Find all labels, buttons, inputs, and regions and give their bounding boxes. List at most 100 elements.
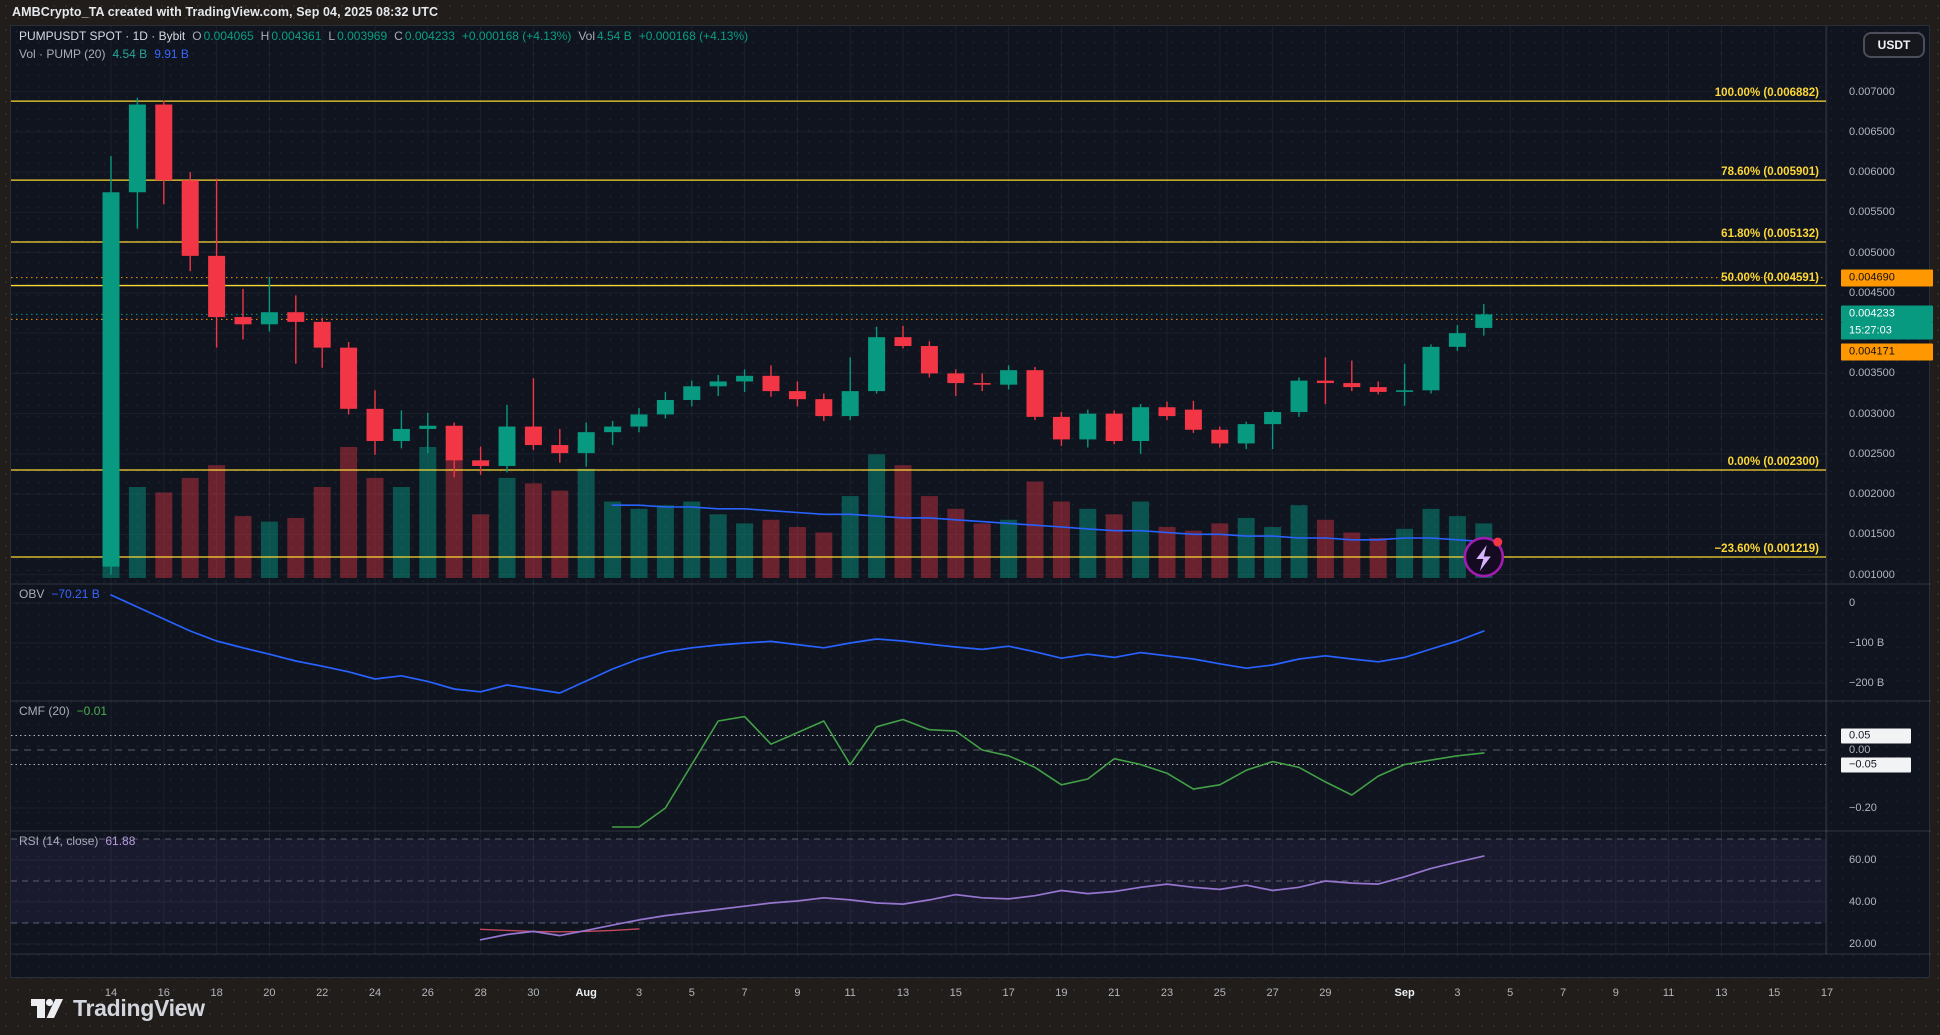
rsi-tick-label[interactable]: 20.00	[1849, 938, 1877, 950]
legend-item: Vol	[578, 29, 595, 43]
volume-bar	[366, 477, 384, 578]
fib-level-label: 61.80% (0.005132)	[1721, 228, 1819, 241]
candle-body	[1264, 412, 1282, 425]
candle-body	[1000, 370, 1018, 385]
x-axis-date-label[interactable]: 15	[949, 987, 962, 999]
price-tick-label[interactable]: 0.004500	[1849, 286, 1895, 299]
candle-body	[1052, 416, 1070, 440]
obv-line	[110, 594, 1485, 694]
x-axis-date-label[interactable]: 7	[1559, 987, 1567, 999]
volume-bar	[340, 446, 358, 578]
volume-bar	[287, 517, 305, 578]
x-axis-date-label[interactable]: 17	[1002, 987, 1015, 999]
price-tick-label[interactable]: 0.007000	[1849, 85, 1895, 98]
legend-item: PUMPUSDT SPOT · 1D · Bybit	[19, 29, 186, 43]
candle-body	[1422, 346, 1440, 391]
candle-body	[1105, 413, 1123, 442]
candle-body	[1237, 424, 1255, 444]
price-tick-label[interactable]: 0.003500	[1849, 367, 1895, 380]
price-tick-label[interactable]: 0.002500	[1849, 447, 1895, 460]
alert-lightning-icon[interactable]	[1463, 536, 1505, 578]
last-price-label[interactable]: 0.004233	[1841, 305, 1933, 323]
legend-item: O	[192, 29, 202, 43]
x-axis-date-label[interactable]: 26	[421, 987, 434, 999]
x-axis-date-label[interactable]: 14	[104, 987, 118, 999]
chart-canvas[interactable]	[11, 26, 1931, 979]
x-axis-date-label[interactable]: 5	[1507, 987, 1514, 999]
volume-bar	[788, 527, 806, 578]
x-axis-date-label[interactable]: Sep	[1394, 987, 1415, 999]
x-axis-date-label[interactable]: 20	[263, 987, 276, 999]
x-axis-date-label[interactable]: 28	[474, 987, 487, 999]
fib-level-label: 78.60% (0.005901)	[1721, 166, 1819, 179]
x-axis-date-label[interactable]: 17	[1820, 987, 1834, 999]
x-axis-date-label[interactable]: 23	[1160, 987, 1174, 999]
volume-bar	[1000, 519, 1018, 578]
legend-item: −0.01	[76, 704, 108, 718]
volume-bar	[604, 501, 622, 578]
obv-tick-label[interactable]: −100 B	[1849, 637, 1885, 649]
x-axis-date-label[interactable]: 22	[316, 987, 329, 999]
volume-bar	[920, 496, 938, 578]
rsi-tick-label[interactable]: 40.00	[1849, 896, 1877, 908]
price-tick-label[interactable]: 0.006000	[1849, 166, 1895, 179]
x-axis-date-label[interactable]: 24	[368, 987, 382, 999]
x-axis-date-label[interactable]: 30	[527, 987, 540, 999]
legend-item: 0.004233	[404, 29, 455, 43]
cmf-tick-label[interactable]: −0.20	[1849, 802, 1877, 814]
x-axis-date-label[interactable]: 27	[1266, 987, 1279, 999]
legend-item: C	[394, 29, 403, 43]
x-axis-date-label[interactable]: 13	[896, 987, 910, 999]
candle-body	[419, 425, 437, 429]
volume-bar	[577, 468, 595, 578]
volume-bar	[656, 505, 674, 578]
x-axis-date-label[interactable]: 3	[1454, 987, 1461, 999]
legend-item: 61.88	[105, 834, 136, 848]
tradingview-logo-icon	[31, 998, 63, 1018]
candle-body	[1026, 370, 1044, 417]
rsi-tick-label[interactable]: 60.00	[1849, 854, 1877, 866]
x-axis-date-label[interactable]: 5	[688, 987, 695, 999]
price-tick-label[interactable]: 0.006500	[1849, 125, 1895, 138]
price-tick-label[interactable]: 0.001500	[1849, 528, 1895, 541]
price-tick-label[interactable]: 0.002000	[1849, 488, 1895, 501]
candle-body	[841, 391, 859, 417]
x-axis-date-label[interactable]: 13	[1715, 987, 1728, 999]
candle-body	[260, 312, 278, 325]
x-axis-date-label[interactable]: 9	[794, 987, 801, 999]
tradingview-footer[interactable]: TradingView	[30, 992, 205, 1024]
alert-price-label[interactable]: 0.004171	[1841, 343, 1933, 361]
currency-toggle-button[interactable]: USDT	[1863, 32, 1925, 58]
candle-body	[762, 375, 780, 392]
candle-body	[524, 426, 542, 446]
volume-bar	[1290, 505, 1308, 578]
x-axis-date-label[interactable]: 11	[844, 987, 856, 999]
obv-tick-label[interactable]: −200 B	[1849, 677, 1885, 689]
obv-tick-label[interactable]: 0	[1849, 597, 1856, 609]
x-axis-date-label[interactable]: 9	[1612, 987, 1619, 999]
price-tick-label[interactable]: 0.003000	[1849, 407, 1895, 420]
x-axis-date-label[interactable]: 3	[635, 987, 643, 999]
candle-body	[340, 347, 358, 409]
price-tick-label[interactable]: 0.005000	[1849, 246, 1895, 259]
tradingview-brand-text: TradingView	[73, 994, 205, 1021]
price-tick-label[interactable]: 0.001000	[1849, 568, 1895, 581]
x-axis-date-label[interactable]: 25	[1213, 987, 1226, 999]
legend-item: 0.003969	[337, 29, 388, 43]
alert-price-label[interactable]: 0.004690	[1841, 269, 1933, 287]
x-axis-date-label[interactable]: 11	[1662, 987, 1675, 999]
x-axis-date-label[interactable]: 21	[1108, 987, 1121, 999]
x-axis-date-label[interactable]: 19	[1055, 987, 1068, 999]
x-axis-date-label[interactable]: 7	[741, 987, 748, 999]
legend-item: 4.54 B	[597, 29, 632, 43]
x-axis-date-label[interactable]: 16	[157, 987, 170, 999]
x-axis-date-label[interactable]: Aug	[575, 987, 597, 999]
cmf-tick-label[interactable]: 0.00	[1849, 744, 1871, 756]
volume-bar	[1396, 528, 1414, 578]
x-axis-date-label[interactable]: 29	[1319, 987, 1332, 999]
cmf-band-label: 0.05	[1841, 728, 1911, 743]
price-tick-label[interactable]: 0.005500	[1849, 206, 1895, 219]
x-axis-date-label[interactable]: 18	[210, 987, 223, 999]
x-axis-date-label[interactable]: 15	[1768, 987, 1781, 999]
volume-bar	[128, 487, 146, 578]
